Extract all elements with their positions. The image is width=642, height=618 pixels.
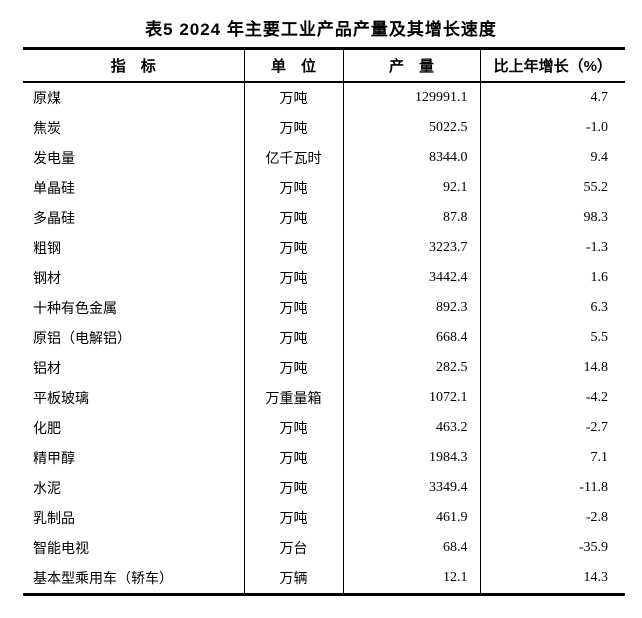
unit-cell: 万吨 xyxy=(243,113,343,143)
table-row: 原煤 万吨 129991.1 4.7 xyxy=(23,82,625,113)
unit-cell: 万吨 xyxy=(243,413,343,443)
indicator-cell: 钢材 xyxy=(33,272,61,287)
growth-cell: 1.6 xyxy=(479,263,625,293)
output-cell: 3223.7 xyxy=(342,233,480,263)
column-header-indicator: 指 标 xyxy=(23,48,244,83)
unit-cell: 万吨 xyxy=(243,503,343,533)
growth-cell: 5.5 xyxy=(479,323,625,353)
growth-cell: 4.7 xyxy=(479,82,625,113)
table-row: 乳制品 万吨 461.9 -2.8 xyxy=(23,503,625,533)
table-row: 基本型乘用车（轿车） 万辆 12.1 14.3 xyxy=(23,563,625,595)
output-cell: 1072.1 xyxy=(342,383,480,413)
output-cell: 5022.5 xyxy=(342,113,480,143)
output-cell: 68.4 xyxy=(342,533,480,563)
indicator-cell: 平板玻璃 xyxy=(33,392,89,407)
table-row: 十种有色金属 万吨 892.3 6.3 xyxy=(23,293,625,323)
output-cell: 1984.3 xyxy=(342,443,480,473)
output-cell: 461.9 xyxy=(342,503,480,533)
output-cell: 8344.0 xyxy=(342,143,480,173)
output-cell: 463.2 xyxy=(342,413,480,443)
indicator-cell: 原铝（电解铝） xyxy=(33,332,131,347)
indicator-cell: 化肥 xyxy=(33,422,61,437)
growth-cell: 14.8 xyxy=(479,353,625,383)
unit-cell: 万吨 xyxy=(243,293,343,323)
table-row: 多晶硅 万吨 87.8 98.3 xyxy=(23,203,625,233)
indicator-cell: 单晶硅 xyxy=(33,182,75,197)
table-row: 化肥 万吨 463.2 -2.7 xyxy=(23,413,625,443)
table-header: 指 标 单 位 产 量 比上年增长（%） xyxy=(23,48,625,83)
output-cell: 282.5 xyxy=(342,353,480,383)
indicator-cell: 十种有色金属 xyxy=(33,302,117,317)
growth-cell: 98.3 xyxy=(479,203,625,233)
growth-cell: 6.3 xyxy=(479,293,625,323)
industrial-output-table: 指 标 单 位 产 量 比上年增长（%） 原煤 万吨 129991.1 4.7 … xyxy=(23,47,625,596)
indicator-cell: 精甲醇 xyxy=(33,452,75,467)
table-row: 焦炭 万吨 5022.5 -1.0 xyxy=(23,113,625,143)
output-cell: 668.4 xyxy=(342,323,480,353)
indicator-cell: 乳制品 xyxy=(33,512,75,527)
unit-cell: 万吨 xyxy=(243,443,343,473)
growth-cell: -11.8 xyxy=(479,473,625,503)
unit-cell: 万吨 xyxy=(243,263,343,293)
table-row: 钢材 万吨 3442.4 1.6 xyxy=(23,263,625,293)
indicator-cell: 发电量 xyxy=(33,152,75,167)
growth-cell: 9.4 xyxy=(479,143,625,173)
indicator-cell: 焦炭 xyxy=(33,122,61,137)
table-row: 单晶硅 万吨 92.1 55.2 xyxy=(23,173,625,203)
indicator-cell: 原煤 xyxy=(33,92,61,107)
indicator-cell: 水泥 xyxy=(33,482,61,497)
column-header-growth: 比上年增长（%） xyxy=(479,48,625,83)
column-header-unit: 单 位 xyxy=(243,48,343,83)
indicator-cell: 粗钢 xyxy=(33,242,61,257)
table-row: 发电量 亿千瓦时 8344.0 9.4 xyxy=(23,143,625,173)
output-cell: 892.3 xyxy=(342,293,480,323)
table-row: 精甲醇 万吨 1984.3 7.1 xyxy=(23,443,625,473)
unit-cell: 万台 xyxy=(243,533,343,563)
indicator-cell: 基本型乘用车（轿车） xyxy=(33,572,173,587)
growth-cell: -2.7 xyxy=(479,413,625,443)
growth-cell: 14.3 xyxy=(479,563,625,595)
unit-cell: 万吨 xyxy=(243,82,343,113)
growth-cell: -2.8 xyxy=(479,503,625,533)
output-cell: 12.1 xyxy=(342,563,480,595)
column-header-output: 产 量 xyxy=(342,48,480,83)
unit-cell: 万重量箱 xyxy=(243,383,343,413)
table-title: 表5 2024 年主要工业产品产量及其增长速度 xyxy=(145,20,497,39)
table-body: 原煤 万吨 129991.1 4.7 焦炭 万吨 5022.5 -1.0 发电量… xyxy=(23,82,625,595)
table-row: 粗钢 万吨 3223.7 -1.3 xyxy=(23,233,625,263)
growth-cell: 7.1 xyxy=(479,443,625,473)
output-cell: 87.8 xyxy=(342,203,480,233)
unit-cell: 万吨 xyxy=(243,233,343,263)
growth-cell: -1.3 xyxy=(479,233,625,263)
indicator-cell: 铝材 xyxy=(33,362,61,377)
unit-cell: 亿千瓦时 xyxy=(243,143,343,173)
indicator-cell: 智能电视 xyxy=(33,542,89,557)
unit-cell: 万吨 xyxy=(243,323,343,353)
output-cell: 3442.4 xyxy=(342,263,480,293)
unit-cell: 万吨 xyxy=(243,473,343,503)
table-row: 平板玻璃 万重量箱 1072.1 -4.2 xyxy=(23,383,625,413)
table-row: 铝材 万吨 282.5 14.8 xyxy=(23,353,625,383)
unit-cell: 万吨 xyxy=(243,173,343,203)
output-cell: 92.1 xyxy=(342,173,480,203)
output-cell: 3349.4 xyxy=(342,473,480,503)
growth-cell: 55.2 xyxy=(479,173,625,203)
growth-cell: -35.9 xyxy=(479,533,625,563)
growth-cell: -4.2 xyxy=(479,383,625,413)
table-row: 原铝（电解铝） 万吨 668.4 5.5 xyxy=(23,323,625,353)
output-cell: 129991.1 xyxy=(342,82,480,113)
growth-cell: -1.0 xyxy=(479,113,625,143)
unit-cell: 万吨 xyxy=(243,353,343,383)
unit-cell: 万辆 xyxy=(243,563,343,595)
header-row: 指 标 单 位 产 量 比上年增长（%） xyxy=(23,48,625,83)
indicator-cell: 多晶硅 xyxy=(33,212,75,227)
table-row: 水泥 万吨 3349.4 -11.8 xyxy=(23,473,625,503)
unit-cell: 万吨 xyxy=(243,203,343,233)
table-row: 智能电视 万台 68.4 -35.9 xyxy=(23,533,625,563)
